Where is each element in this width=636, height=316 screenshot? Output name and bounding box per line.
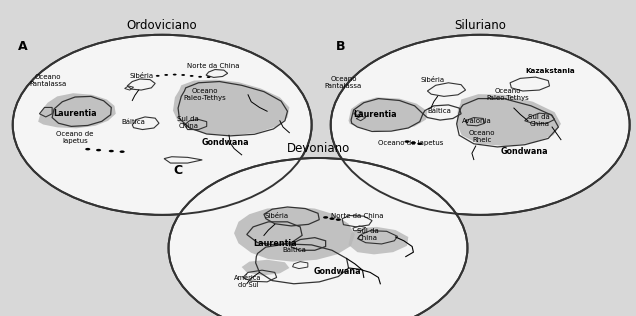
Text: Báltica: Báltica: [427, 108, 451, 114]
Ellipse shape: [13, 35, 312, 215]
Text: Laurentia: Laurentia: [354, 110, 397, 119]
Circle shape: [323, 216, 328, 219]
Text: Gondwana: Gondwana: [501, 147, 548, 156]
Polygon shape: [242, 260, 289, 276]
Circle shape: [120, 150, 125, 153]
Text: Oceano
Rheic: Oceano Rheic: [469, 130, 495, 143]
Circle shape: [96, 149, 101, 151]
Circle shape: [336, 218, 341, 221]
Polygon shape: [349, 227, 408, 254]
Polygon shape: [349, 97, 427, 131]
Text: Sul da
China: Sul da China: [357, 228, 378, 241]
Circle shape: [404, 140, 410, 143]
Text: Norte da China: Norte da China: [187, 64, 239, 69]
Text: B: B: [336, 40, 345, 53]
Text: Laurentia: Laurentia: [53, 109, 97, 118]
Text: Sul da
China: Sul da China: [177, 116, 199, 129]
Text: Kazakstania: Kazakstania: [525, 68, 575, 74]
Circle shape: [164, 74, 168, 76]
Circle shape: [329, 217, 335, 220]
Text: Sibéria: Sibéria: [420, 77, 445, 82]
Text: C: C: [174, 164, 183, 177]
Polygon shape: [173, 80, 289, 135]
Text: Siluriano: Siluriano: [454, 19, 506, 32]
Text: A: A: [18, 40, 27, 53]
Text: América
do Sul: América do Sul: [234, 275, 262, 289]
Circle shape: [207, 76, 211, 78]
Circle shape: [85, 148, 90, 150]
Ellipse shape: [169, 158, 467, 316]
Circle shape: [109, 150, 114, 152]
Circle shape: [173, 74, 177, 76]
Polygon shape: [234, 207, 355, 262]
Text: Oceano
Paleo-Tethys: Oceano Paleo-Tethys: [486, 88, 529, 101]
Circle shape: [156, 75, 160, 77]
Polygon shape: [457, 94, 561, 146]
Text: Laurentia: Laurentia: [253, 240, 296, 248]
Polygon shape: [38, 93, 116, 128]
Text: Gondwana: Gondwana: [314, 267, 361, 276]
Text: Norte da China: Norte da China: [331, 214, 384, 219]
Circle shape: [417, 143, 422, 145]
Text: Oceano
Pantalassa: Oceano Pantalassa: [325, 76, 362, 89]
Text: Oceano
Paleo-Tethys: Oceano Paleo-Tethys: [183, 88, 226, 101]
Text: Sibéria: Sibéria: [265, 213, 289, 218]
Text: Oceano de
Iapetus: Oceano de Iapetus: [57, 131, 93, 144]
Text: Sibéria: Sibéria: [129, 73, 153, 79]
Circle shape: [190, 75, 193, 77]
Text: Ordoviciano: Ordoviciano: [127, 19, 198, 32]
Circle shape: [411, 142, 416, 144]
Text: Oceano
Pantalassa: Oceano Pantalassa: [29, 74, 66, 87]
Text: Báltica: Báltica: [282, 247, 306, 252]
Circle shape: [198, 76, 202, 78]
Text: Gondwana: Gondwana: [202, 138, 249, 147]
Text: Oceano de Iapetus: Oceano de Iapetus: [378, 140, 443, 146]
Ellipse shape: [331, 35, 630, 215]
Circle shape: [181, 74, 185, 76]
Text: Sul da
China: Sul da China: [529, 114, 550, 127]
Text: Báltica: Báltica: [121, 119, 146, 125]
Text: Avalonia: Avalonia: [462, 118, 492, 124]
Text: Devoniano: Devoniano: [286, 142, 350, 155]
